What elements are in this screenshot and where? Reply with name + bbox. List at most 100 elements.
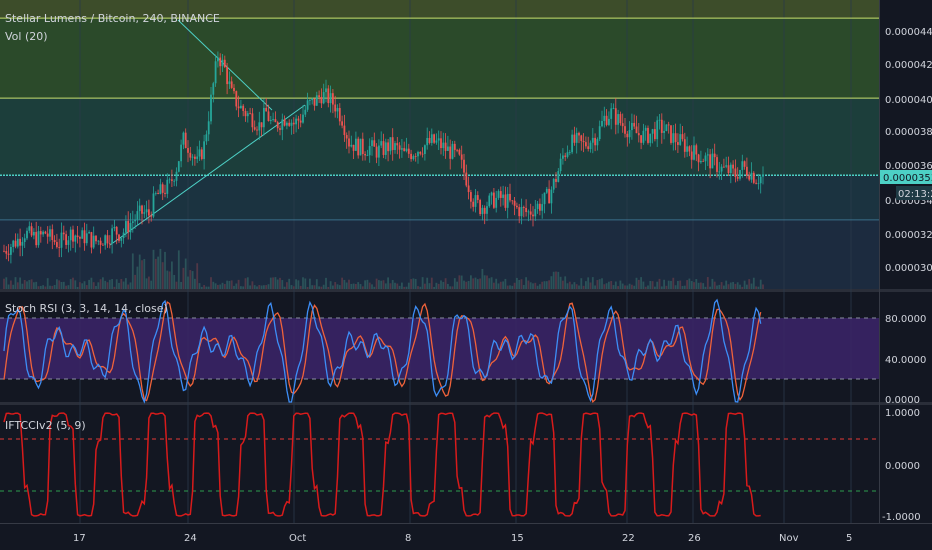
- candle-body: [152, 193, 155, 217]
- volume-bar: [490, 277, 493, 289]
- volume-bar: [85, 285, 88, 289]
- candle-body: [325, 88, 327, 93]
- candles: [3, 51, 764, 264]
- volume-bar: [543, 281, 546, 289]
- candle-body: [711, 153, 714, 169]
- iftcci-axis[interactable]: 1.0000 0.0000 -1.0000: [882, 408, 921, 523]
- volume-bar: [706, 277, 709, 289]
- candle-body: [729, 164, 732, 173]
- volume-bar: [108, 279, 111, 289]
- candle-body: [591, 137, 594, 143]
- candle-body: [693, 145, 695, 160]
- candle-body: [306, 100, 309, 110]
- volume-bar: [401, 282, 403, 289]
- volume-bar: [548, 280, 550, 289]
- price-axis[interactable]: 0.00004400 0.00004200 0.00004000 0.00003…: [885, 27, 932, 274]
- volume-bar: [279, 277, 281, 289]
- volume-bar: [667, 280, 670, 289]
- price-band: [0, 0, 879, 19]
- volume-bar: [79, 282, 81, 289]
- candle-body: [269, 120, 272, 121]
- candle-body: [474, 195, 477, 207]
- candle-body: [164, 192, 166, 194]
- candle-body: [621, 123, 624, 127]
- volume-bar: [246, 277, 249, 289]
- candle-body: [237, 106, 240, 109]
- candle-body: [713, 153, 716, 158]
- candle-body: [332, 93, 334, 105]
- volume-bar: [562, 280, 564, 289]
- volume-bar: [614, 281, 617, 289]
- volume-bar: [200, 286, 203, 289]
- volume-bar: [732, 281, 734, 289]
- volume-bar: [12, 284, 15, 289]
- candle-body: [453, 143, 456, 150]
- volume-bar: [104, 280, 107, 289]
- volume-bar: [656, 281, 659, 289]
- volume-bar: [97, 282, 100, 289]
- volume-bar: [33, 282, 35, 289]
- candle-body: [587, 146, 590, 150]
- volume-bar: [451, 286, 454, 289]
- volume-bar: [587, 277, 590, 289]
- candle-body: [125, 221, 127, 233]
- volume-bar: [368, 282, 371, 289]
- candle-body: [384, 142, 387, 155]
- candle-body: [748, 175, 751, 180]
- candle-body: [718, 171, 721, 173]
- candle-body: [594, 137, 596, 146]
- candle-body: [143, 212, 146, 214]
- stoch-axis[interactable]: 80.0000 40.0000 0.0000: [885, 314, 926, 406]
- volume-bar: [506, 285, 509, 289]
- candle-body: [281, 119, 284, 130]
- candle-body: [104, 235, 107, 246]
- candle-body: [598, 126, 601, 140]
- volume-bar: [219, 284, 222, 289]
- volume-bar: [552, 271, 555, 289]
- candle-body: [207, 121, 210, 135]
- candle-body: [506, 193, 509, 208]
- volume-bar: [578, 285, 580, 289]
- volume-bar: [180, 281, 182, 289]
- candle-body: [541, 204, 544, 211]
- volume-bar: [718, 284, 721, 289]
- candle-body: [14, 240, 17, 247]
- volume-bar: [456, 281, 458, 289]
- volume-bar: [159, 248, 162, 289]
- volume-bar: [304, 278, 307, 289]
- candle-body: [493, 192, 495, 208]
- candle-body: [435, 140, 438, 143]
- candle-body: [95, 235, 97, 242]
- volume-bar: [483, 275, 486, 289]
- candle-body: [677, 142, 679, 145]
- candle-body: [686, 146, 688, 152]
- time-tick: 26: [688, 533, 701, 544]
- price-tick: 0.00003600: [885, 161, 932, 172]
- candle-body: [341, 121, 343, 126]
- candle-body: [265, 107, 268, 112]
- volume-bar: [723, 285, 725, 289]
- candle-body: [154, 193, 157, 194]
- candle-body: [644, 127, 647, 131]
- volume-bar: [267, 284, 270, 289]
- volume-bar: [343, 279, 346, 289]
- candle-body: [405, 148, 408, 152]
- volume-bar: [302, 277, 304, 289]
- volume-bar: [359, 284, 362, 289]
- iftcci-tick: 0.0000: [885, 461, 920, 472]
- volume-bar: [527, 280, 530, 289]
- volume-bar: [240, 286, 242, 289]
- volume-bar: [585, 281, 587, 289]
- volume-bar: [396, 283, 399, 289]
- candle-body: [228, 81, 231, 85]
- volume-bar: [410, 279, 412, 289]
- candle-body: [651, 129, 654, 134]
- volume-bar: [716, 285, 718, 289]
- volume-bar: [375, 278, 378, 289]
- time-axis[interactable]: 17 24 Oct 8 15 22 26 Nov 5: [73, 533, 852, 544]
- candle-body: [490, 192, 493, 196]
- candle-body: [391, 137, 394, 150]
- candle-body: [394, 143, 396, 150]
- candle-body: [46, 233, 49, 237]
